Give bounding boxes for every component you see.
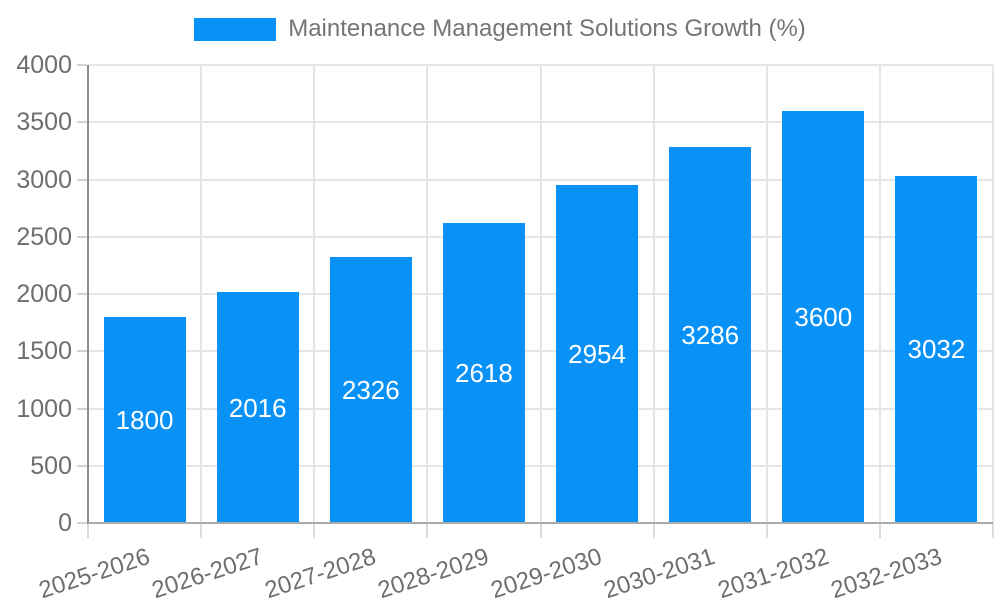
x-axis-tick	[200, 524, 203, 538]
bar-value-label: 2016	[228, 392, 287, 423]
bar-2026-2027[interactable]: 2016	[216, 292, 299, 523]
x-axis-tick	[878, 524, 881, 538]
gridline-vertical	[539, 65, 542, 523]
gridline-vertical	[765, 65, 768, 523]
x-axis-tick	[539, 524, 542, 538]
gridline-vertical	[878, 65, 881, 523]
y-tick-label: 1000	[16, 394, 72, 423]
bar-value-label: 1800	[115, 404, 174, 435]
y-axis-tick	[77, 407, 87, 410]
x-tick-label: 2030-2031	[601, 543, 719, 600]
bar-2027-2028[interactable]: 2326	[329, 256, 412, 523]
gridline-vertical	[426, 65, 429, 523]
bar-2028-2029[interactable]: 2618	[442, 223, 525, 523]
y-tick-label: 4000	[16, 51, 72, 79]
x-tick-label: 2027-2028	[261, 543, 380, 600]
x-tick-label: 2029-2030	[487, 543, 606, 600]
chart-legend[interactable]: Maintenance Management Solutions Growth …	[0, 17, 1000, 41]
x-tick-label: 2031-2032	[714, 543, 832, 600]
x-axis-line	[88, 522, 993, 524]
bar-value-label: 3600	[794, 301, 853, 332]
gridline-vertical	[992, 65, 994, 523]
x-tick-label: 2028-2029	[374, 543, 493, 600]
bar-value-label: 3032	[907, 334, 966, 365]
bar-value-label: 2326	[341, 374, 400, 405]
bar-2029-2030[interactable]: 2954	[556, 184, 639, 523]
x-axis-tick	[87, 524, 89, 538]
x-axis-tick	[426, 524, 429, 538]
gridline-vertical	[200, 65, 203, 523]
x-axis-tick	[652, 524, 655, 538]
bar-2030-2031[interactable]: 3286	[669, 146, 752, 523]
y-tick-label: 2000	[16, 280, 72, 308]
y-tick-label: 2500	[16, 222, 72, 251]
x-tick-label: 2032-2033	[827, 543, 945, 600]
y-tick-label: 500	[30, 451, 72, 480]
y-tick-label: 0	[58, 509, 72, 537]
y-axis-tick	[77, 522, 87, 524]
y-axis-line	[87, 65, 89, 525]
bar-2031-2032[interactable]: 3600	[782, 110, 865, 523]
x-tick-label: 2025-2026	[35, 543, 153, 600]
y-axis-tick	[77, 235, 87, 238]
plot-area: 0 500 1000 1500 2000 2500 3000 3500 4000 1800 2016…	[16, 52, 994, 600]
legend-label: Maintenance Management Solutions Growth …	[288, 15, 806, 42]
gridline-vertical	[313, 65, 316, 523]
gridline-vertical	[652, 65, 655, 523]
y-axis-tick	[77, 293, 87, 295]
y-axis-tick	[77, 64, 87, 66]
x-axis-tick	[992, 524, 994, 538]
y-axis-tick	[77, 350, 87, 353]
y-axis-tick	[77, 178, 87, 181]
y-tick-label: 1500	[16, 337, 72, 366]
bar-2032-2033[interactable]: 3032	[895, 175, 978, 523]
bar-value-label: 2954	[568, 338, 626, 369]
x-axis-tick	[313, 524, 316, 538]
y-tick-label: 3500	[16, 108, 72, 137]
y-tick-label: 3000	[16, 165, 72, 194]
x-tick-label: 2026-2027	[148, 543, 267, 600]
bar-2025-2026[interactable]: 1800	[103, 316, 186, 523]
y-axis-tick	[77, 121, 87, 124]
y-axis-tick	[77, 464, 87, 467]
legend-swatch-icon	[194, 17, 277, 41]
bar-value-label: 3286	[681, 319, 740, 350]
bar-value-label: 2618	[455, 358, 513, 389]
x-axis-tick	[765, 524, 768, 538]
